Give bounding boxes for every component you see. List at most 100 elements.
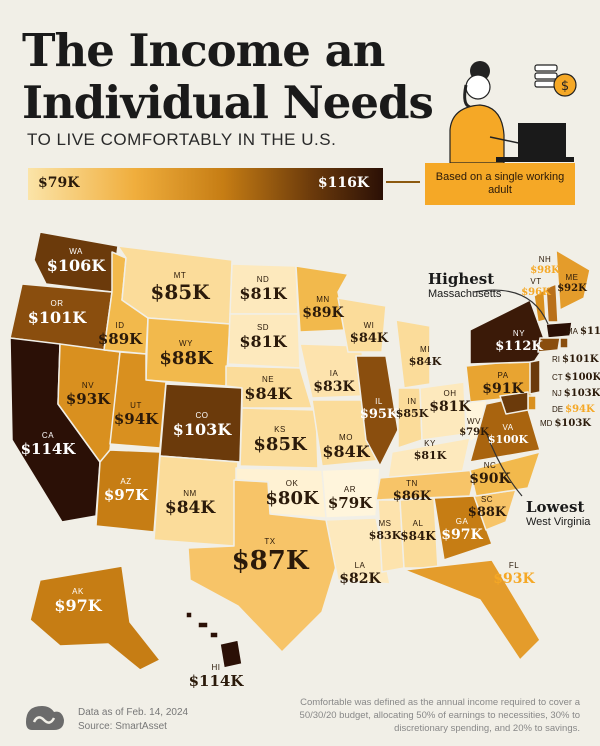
label-UT: UT $94K bbox=[113, 401, 159, 428]
state-NY[interactable] bbox=[469, 299, 547, 365]
label-MA: MA$116K bbox=[566, 326, 600, 337]
label-DE: DE $94K bbox=[552, 404, 595, 415]
scale-min-label: $79K bbox=[38, 175, 80, 191]
label-IA: IA $83K bbox=[313, 369, 355, 395]
state-HI-islands bbox=[185, 611, 219, 639]
state-LA[interactable] bbox=[325, 517, 391, 585]
data-date: Data as of Feb. 14, 2024 bbox=[78, 707, 189, 718]
label-RI: RI $101K bbox=[552, 354, 599, 365]
label-ID: ID $89K bbox=[97, 321, 143, 348]
label-AK: AK $97K bbox=[54, 587, 102, 615]
label-AL: AL $84K bbox=[400, 519, 436, 543]
coin-stack-icon: $ bbox=[534, 64, 577, 97]
label-MD: MD $103K bbox=[540, 418, 591, 429]
lowest-callout: Lowest West Virginia bbox=[526, 498, 590, 528]
state-NC[interactable] bbox=[469, 451, 541, 497]
label-CT: CT $100K bbox=[552, 372, 600, 383]
label-OH: OH $81K bbox=[429, 389, 471, 415]
label-CA: CA $114K bbox=[20, 431, 76, 458]
svg-text:$: $ bbox=[561, 79, 569, 94]
label-AZ: AZ $97K bbox=[103, 477, 149, 504]
state-CT[interactable] bbox=[537, 337, 561, 353]
label-SD: SD $81K bbox=[239, 323, 287, 351]
label-OK: OK $80K bbox=[265, 479, 319, 509]
label-CO: CO $103K bbox=[172, 411, 232, 439]
label-MN: MN $89K bbox=[302, 295, 344, 321]
label-NM: NM $84K bbox=[164, 489, 216, 518]
label-VA: VA $100K bbox=[487, 423, 529, 446]
label-MS: MS $83K bbox=[368, 519, 402, 542]
label-WA: WA $106K bbox=[46, 247, 106, 275]
lowest-pointer-line bbox=[485, 431, 523, 497]
label-NC: NC $90K bbox=[469, 461, 511, 487]
subtitle: TO LIVE COMFORTABLY IN THE U.S. bbox=[27, 130, 337, 149]
label-MO: MO $84K bbox=[322, 433, 370, 461]
label-KY: KY $81K bbox=[413, 439, 447, 462]
highest-callout: Highest Massachusetts bbox=[428, 270, 501, 300]
label-KS: KS $85K bbox=[253, 425, 307, 455]
highest-title: Highest bbox=[428, 270, 495, 288]
label-AR: AR $79K bbox=[327, 485, 373, 512]
label-WV: WV $79K bbox=[459, 417, 489, 438]
highest-state: Massachusetts bbox=[428, 288, 502, 300]
state-AK[interactable] bbox=[29, 565, 161, 671]
label-VT: VT $96K bbox=[521, 277, 551, 298]
state-KS[interactable] bbox=[239, 407, 319, 469]
state-MI[interactable] bbox=[395, 319, 431, 389]
label-OR: OR $101K bbox=[27, 299, 87, 327]
label-WY: WY $88K bbox=[159, 339, 213, 369]
methodology-note: Comfortable was defined as the annual in… bbox=[299, 697, 580, 734]
title-line-2: Individual Needs bbox=[22, 76, 434, 129]
lowest-title: Lowest bbox=[526, 498, 585, 516]
label-HI: HI $114K bbox=[188, 663, 244, 690]
label-TN: TN $86K bbox=[392, 479, 432, 504]
highest-pointer-line bbox=[473, 289, 549, 325]
label-IN: IN $85K bbox=[395, 397, 429, 420]
state-NJ[interactable] bbox=[529, 359, 541, 395]
label-ME: ME $92K bbox=[557, 273, 587, 294]
state-OH[interactable] bbox=[419, 381, 467, 441]
state-UT[interactable] bbox=[109, 351, 167, 449]
publisher-logo-icon bbox=[26, 706, 64, 730]
state-WI[interactable] bbox=[337, 297, 387, 353]
label-TX: TX $87K bbox=[231, 537, 309, 576]
data-source: Source: SmartAsset bbox=[78, 720, 167, 732]
state-DE[interactable] bbox=[527, 395, 537, 411]
label-PA: PA $91K bbox=[482, 371, 524, 397]
label-GA: GA $97K bbox=[441, 517, 483, 543]
state-AZ[interactable] bbox=[95, 449, 161, 533]
label-SC: SC $88K bbox=[467, 495, 507, 520]
label-NY: NY $112K bbox=[495, 329, 543, 354]
state-WA[interactable] bbox=[33, 231, 119, 293]
lowest-state: West Virginia bbox=[526, 516, 591, 528]
title-line-1: The Income an bbox=[22, 24, 385, 77]
state-HI[interactable] bbox=[219, 639, 243, 669]
label-ND: ND $81K bbox=[239, 275, 287, 303]
state-NH[interactable] bbox=[545, 283, 559, 323]
state-TX[interactable] bbox=[187, 479, 339, 653]
state-ME[interactable] bbox=[555, 249, 591, 311]
state-FL[interactable] bbox=[403, 559, 541, 661]
color-scale-bar: $79K $116K bbox=[28, 168, 383, 200]
label-MI: MI $84K bbox=[408, 345, 442, 368]
scale-connector-line bbox=[386, 181, 420, 183]
label-LA: LA $82K bbox=[339, 561, 381, 587]
label-NJ: NJ $103K bbox=[552, 388, 600, 399]
label-WI: WI $84K bbox=[349, 321, 389, 346]
state-MD[interactable] bbox=[499, 391, 529, 415]
label-FL: FL $93K bbox=[493, 561, 535, 587]
footer-meta: Data as of Feb. 14, 2024 Source: SmartAs… bbox=[78, 706, 188, 733]
basis-note: Based on a single working adult bbox=[425, 163, 575, 205]
state-GA[interactable] bbox=[433, 495, 493, 561]
label-NE: NE $84K bbox=[244, 375, 292, 403]
label-NH: NH $98K bbox=[530, 255, 560, 276]
label-MT: MT $85K bbox=[150, 271, 210, 304]
state-RI[interactable] bbox=[559, 337, 569, 349]
label-NV: NV $93K bbox=[65, 381, 111, 408]
scale-max-label: $116K bbox=[317, 175, 369, 191]
state-MA[interactable] bbox=[545, 321, 573, 339]
person-laptop-illustration: $ bbox=[449, 61, 577, 164]
state-IL[interactable] bbox=[355, 355, 399, 467]
state-AR[interactable] bbox=[321, 467, 381, 519]
